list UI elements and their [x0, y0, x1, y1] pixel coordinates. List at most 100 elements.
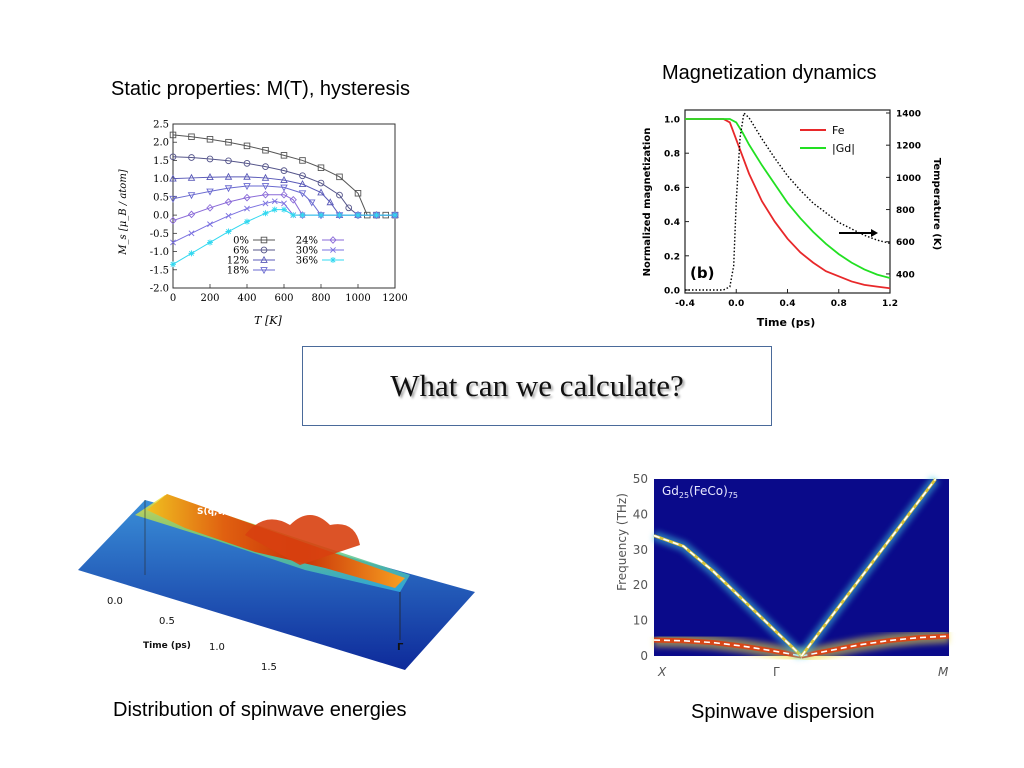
mt-data-point [188, 250, 195, 257]
mt-ytick-label: -0.5 [150, 229, 169, 240]
sqt-axis-label: Time (ps) [143, 641, 191, 651]
mt-data-point [243, 193, 251, 202]
mt-data-point [280, 184, 288, 192]
dyn-ytick-left-label: 0.8 [664, 150, 680, 160]
mt-data-point [260, 236, 268, 244]
mt-data-point [243, 142, 251, 150]
mt-data-point [169, 131, 177, 139]
mt-data-point [262, 200, 269, 207]
mt-data-point [336, 212, 343, 219]
mt-data-point [225, 138, 232, 146]
mt-legend-label: 30% [296, 246, 318, 257]
disp-ytick-label: 50 [633, 472, 648, 486]
mt-data-point [170, 239, 176, 246]
disp-ytick-label: 40 [633, 507, 648, 521]
mt-data-point [224, 198, 233, 206]
sqt-base-surface [78, 500, 475, 670]
mt-data-point [330, 257, 336, 263]
mt-data-point [298, 190, 307, 198]
mt-ytick-label: 0.0 [153, 211, 169, 222]
dyn-ytick-left-label: 0.6 [664, 184, 680, 194]
mt-data-point [330, 247, 336, 253]
mt-data-point [280, 152, 288, 159]
mt-data-point [354, 211, 362, 219]
mt-data-point [169, 153, 177, 161]
sqt-tick-3: 1.5 [261, 662, 277, 673]
mt-ytick-label: 2.0 [153, 138, 169, 149]
dispersion-background [654, 479, 949, 656]
mt-xtick-label: 1000 [345, 293, 370, 304]
mt-data-point [318, 212, 324, 219]
mt-series-line [172, 156, 395, 216]
dyn-xtick-label: 0.4 [780, 299, 796, 309]
mt-legend-label: 36% [296, 256, 318, 267]
gd-magnetization-line [685, 118, 891, 279]
dyn-ytick-right-label: 400 [896, 270, 915, 280]
mt-data-point [317, 164, 325, 171]
mt-xtick-label: 0 [170, 293, 176, 304]
mt-data-point [299, 157, 306, 164]
mt-data-point [281, 200, 287, 207]
mt-data-point [225, 228, 232, 235]
disp-ytick-label: 30 [633, 543, 648, 557]
mt-data-point [225, 212, 232, 219]
mt-data-point [170, 261, 176, 268]
mt-data-point [299, 212, 306, 219]
disp-band-theory-line [800, 478, 937, 657]
dyn-ytick-left-label: 0.2 [664, 252, 680, 262]
legend-label-gd: |Gd| [832, 142, 855, 155]
disp-ytick-label: 10 [633, 614, 648, 628]
mt-series-line [172, 209, 395, 265]
mt-data-point [188, 230, 195, 237]
mt-data-point [345, 204, 353, 212]
mt-data-point [262, 163, 269, 170]
disp-band-theory-line [801, 635, 950, 657]
mt-data-point [244, 218, 250, 225]
mt-data-point [336, 173, 343, 181]
mt-data-point [243, 172, 251, 180]
dynamics-plot: 1.0 0.8 0.6 0.4 0.2 0.0 1400 1200 1000 800 600 400… [642, 109, 942, 329]
mt-xtick-label: 200 [200, 293, 219, 304]
disp-ytick-label: 20 [633, 578, 648, 592]
mt-data-point [260, 246, 268, 254]
mt-ytick-label: -1.5 [150, 265, 169, 276]
dyn-ytick-right-label: 800 [896, 206, 915, 216]
mt-xtick-label: 600 [274, 293, 293, 304]
dispersion-xlabel-gamma: Γ [773, 665, 780, 679]
mt-ytick-label: 1.5 [153, 156, 169, 167]
mt-data-point [260, 267, 268, 275]
dyn-xtick-label: -0.4 [675, 299, 695, 309]
caption-spinwave-distribution: Distribution of spinwave energies [113, 699, 407, 721]
dyn-xtick-label: 1.2 [882, 299, 898, 309]
mt-legend-label: 0% [233, 236, 249, 247]
dyn-ytick-right-label: 600 [896, 238, 915, 248]
fe-magnetization-line [685, 118, 891, 290]
mt-data-point [290, 212, 297, 219]
mt-data-point [261, 173, 270, 181]
mt-data-point [355, 212, 361, 219]
mt-data-point [224, 172, 233, 180]
legend-label-fe: Fe [832, 124, 845, 137]
mt-xlabel: T [K] [254, 314, 282, 327]
dispersion-plot: 50 40 30 20 10 0 Frequency (THz) X Γ M Gd25(F… [615, 472, 950, 679]
dyn-ytick-right-label: 1400 [896, 110, 921, 120]
mt-data-point [169, 216, 177, 225]
disp-ytick-label: 0 [640, 649, 648, 663]
mt-data-point [206, 136, 214, 143]
mt-data-point [373, 212, 380, 219]
caption-spinwave-dispersion: Spinwave dispersion [691, 701, 875, 723]
mt-data-point [298, 211, 307, 219]
dyn-xtick-label: 0.8 [831, 299, 847, 309]
mt-data-point [271, 206, 278, 213]
mt-ylabel: M_s [μ_B / atom] [118, 169, 129, 256]
mt-data-point [206, 188, 214, 196]
sqt-tick-1: 0.5 [159, 616, 175, 627]
mt-data-point [261, 183, 270, 191]
sqt-tick-2: 1.0 [209, 642, 225, 653]
dyn-ytick-right-label: 1200 [896, 142, 921, 152]
mt-data-point [243, 160, 251, 167]
mt-plot: 2.5 2.0 1.5 1.0 0.5 0.0 -0.5 -1.0 -1.5 -2.0 0 200 4… [118, 120, 408, 328]
panel-label-b: (b) [690, 264, 714, 282]
mt-data-point [280, 175, 288, 183]
mt-data-point [307, 199, 316, 207]
